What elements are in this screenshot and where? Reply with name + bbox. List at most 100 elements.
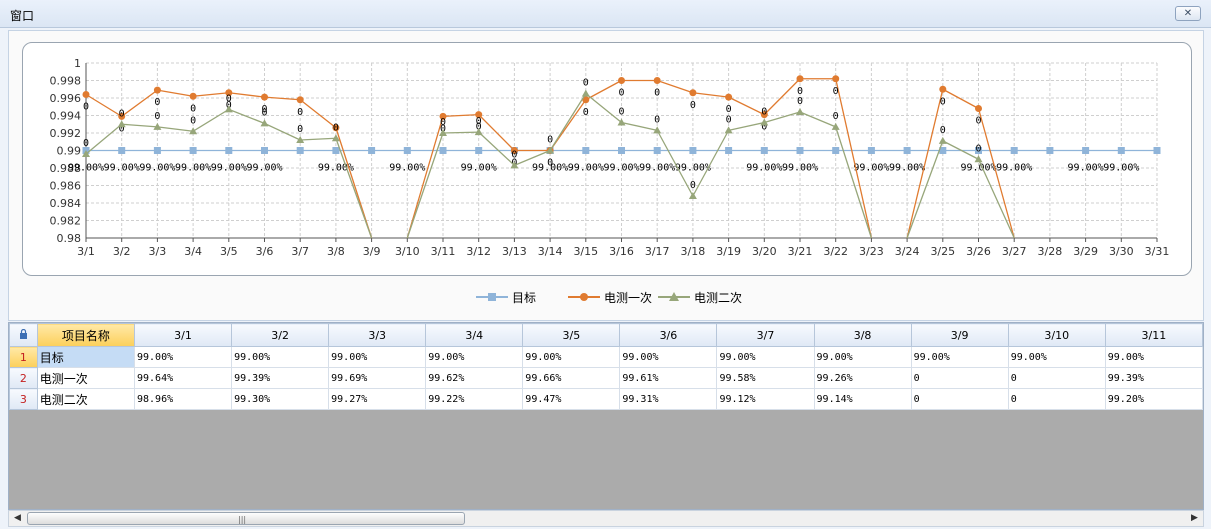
table-cell[interactable]: 99.64% [133, 367, 233, 389]
y-tick-label: 0.988 [50, 162, 82, 175]
table-cell[interactable]: 99.14% [813, 388, 912, 410]
column-header-date[interactable]: 3/2 [231, 323, 330, 347]
row-number[interactable]: 3 [9, 388, 38, 410]
data-point [618, 147, 625, 154]
y-tick-label: 0.984 [50, 197, 82, 210]
column-header-date[interactable]: 3/6 [619, 323, 718, 347]
data-label: 0 [119, 108, 125, 119]
column-header-item-name[interactable]: 项目名称 [36, 323, 135, 347]
table-cell[interactable]: 99.00% [1007, 346, 1106, 368]
table-cell[interactable]: 99.66% [522, 367, 621, 389]
table-cell[interactable]: 99.20% [1104, 388, 1203, 410]
data-point [189, 147, 197, 154]
column-header-date[interactable]: 3/9 [910, 323, 1009, 347]
legend-item-second-test: 电测二次 [658, 289, 742, 306]
table-cell[interactable]: 99.61% [619, 367, 718, 389]
table-cell[interactable]: 99.22% [425, 388, 524, 410]
data-label: 0 [511, 149, 517, 160]
table-cell[interactable]: 99.00% [1104, 346, 1203, 368]
data-label: 0 [297, 107, 303, 118]
column-header-date[interactable]: 3/10 [1007, 323, 1106, 347]
row-name-cell[interactable]: 电测二次 [36, 388, 135, 410]
table-cell[interactable]: 99.62% [425, 367, 524, 389]
table-cell[interactable]: 99.31% [619, 388, 718, 410]
data-point [796, 75, 804, 83]
table-cell[interactable]: 99.00% [813, 346, 912, 368]
column-header-date[interactable]: 3/5 [522, 323, 621, 347]
data-label: 99.00% [639, 163, 675, 174]
data-point [617, 118, 626, 126]
scroll-left-icon[interactable]: ◀ [14, 513, 21, 523]
table-header-row: 项目名称 3/1 3/2 3/3 3/4 3/5 3/6 3/7 3/8 3/9 3/10 3/11 [9, 323, 1203, 347]
table-cell[interactable]: 99.00% [619, 346, 718, 368]
scrollbar-thumb[interactable]: ||| [27, 512, 465, 525]
table-cell[interactable]: 99.27% [328, 388, 427, 410]
scroll-right-icon[interactable]: ▶ [1191, 513, 1198, 523]
column-header-date[interactable]: 3/4 [425, 323, 524, 347]
table-cell[interactable]: 98.96% [133, 388, 233, 410]
lock-icon[interactable] [9, 323, 38, 347]
data-point [510, 147, 518, 154]
data-point [510, 161, 519, 169]
data-label: 99.00% [603, 163, 639, 174]
row-number[interactable]: 2 [9, 367, 38, 389]
horizontal-scrollbar[interactable]: ◀ ||| ▶ [8, 510, 1204, 527]
table-cell[interactable]: 0 [1007, 367, 1106, 389]
x-tick-label: 3/14 [538, 245, 563, 258]
close-icon[interactable]: ✕ [1175, 6, 1201, 21]
data-point [796, 108, 804, 115]
data-point [332, 147, 340, 154]
table-cell[interactable]: 0 [1007, 388, 1106, 410]
column-header-date[interactable]: 3/11 [1104, 323, 1203, 347]
data-label: 99.00% [996, 163, 1032, 174]
data-point [332, 124, 340, 132]
data-point [368, 147, 376, 154]
x-tick-label: 3/18 [681, 245, 706, 258]
table-cell[interactable]: 99.39% [1104, 367, 1203, 389]
table-cell[interactable]: 0 [910, 388, 1009, 410]
data-point [974, 155, 983, 163]
y-tick-label: 0.996 [50, 92, 82, 105]
data-label: 0 [975, 116, 981, 127]
table-cell[interactable]: 99.00% [328, 346, 427, 368]
table-cell[interactable]: 99.00% [425, 346, 524, 368]
table-cell[interactable]: 99.58% [716, 367, 815, 389]
column-header-date[interactable]: 3/8 [813, 323, 912, 347]
table-cell[interactable]: 99.12% [716, 388, 815, 410]
column-header-date[interactable]: 3/3 [328, 323, 427, 347]
data-label: 0 [83, 102, 89, 113]
data-point [153, 122, 162, 130]
data-label: 0 [476, 116, 482, 127]
x-tick-label: 3/1 [77, 245, 95, 258]
data-label: 0 [476, 122, 482, 133]
table-row[interactable]: 2 电测一次 99.64% 99.39% 99.69% 99.62% 99.66% 99.61… [9, 367, 1203, 389]
row-name-cell[interactable]: 目标 [36, 346, 135, 368]
table-row[interactable]: 3 电测二次 98.96% 99.30% 99.27% 99.22% 99.47% 99.31… [9, 388, 1203, 410]
table-cell[interactable]: 99.00% [716, 346, 815, 368]
data-label: 0 [190, 115, 196, 126]
table-cell[interactable]: 99.69% [328, 367, 427, 389]
row-name-cell[interactable]: 电测一次 [36, 367, 135, 389]
table-cell[interactable]: 99.26% [813, 367, 912, 389]
data-label: 99.00% [175, 163, 211, 174]
table-cell[interactable]: 99.39% [231, 367, 330, 389]
row-number[interactable]: 1 [9, 346, 38, 368]
data-point [939, 85, 947, 93]
table-cell[interactable]: 99.00% [133, 346, 233, 368]
table-cell[interactable]: 99.00% [522, 346, 621, 368]
table-cell[interactable]: 99.00% [231, 346, 330, 368]
table-cell[interactable]: 99.47% [522, 388, 621, 410]
column-header-date[interactable]: 3/1 [133, 323, 233, 347]
table-cell[interactable]: 0 [910, 367, 1009, 389]
x-tick-label: 3/3 [149, 245, 167, 258]
data-label: 0 [690, 180, 696, 191]
table-cell[interactable]: 99.30% [231, 388, 330, 410]
data-point [867, 147, 875, 154]
table-cell[interactable]: 99.00% [910, 346, 1009, 368]
column-header-date[interactable]: 3/7 [716, 323, 815, 347]
legend-label-second-test: 电测二次 [694, 290, 743, 305]
table-row[interactable]: 1 目标 99.00% 99.00% 99.00% 99.00% 99.00% 99.00% 9… [9, 346, 1203, 368]
data-label: 99.00% [782, 163, 818, 174]
x-tick-label: 3/31 [1145, 245, 1170, 258]
data-point [261, 147, 268, 154]
